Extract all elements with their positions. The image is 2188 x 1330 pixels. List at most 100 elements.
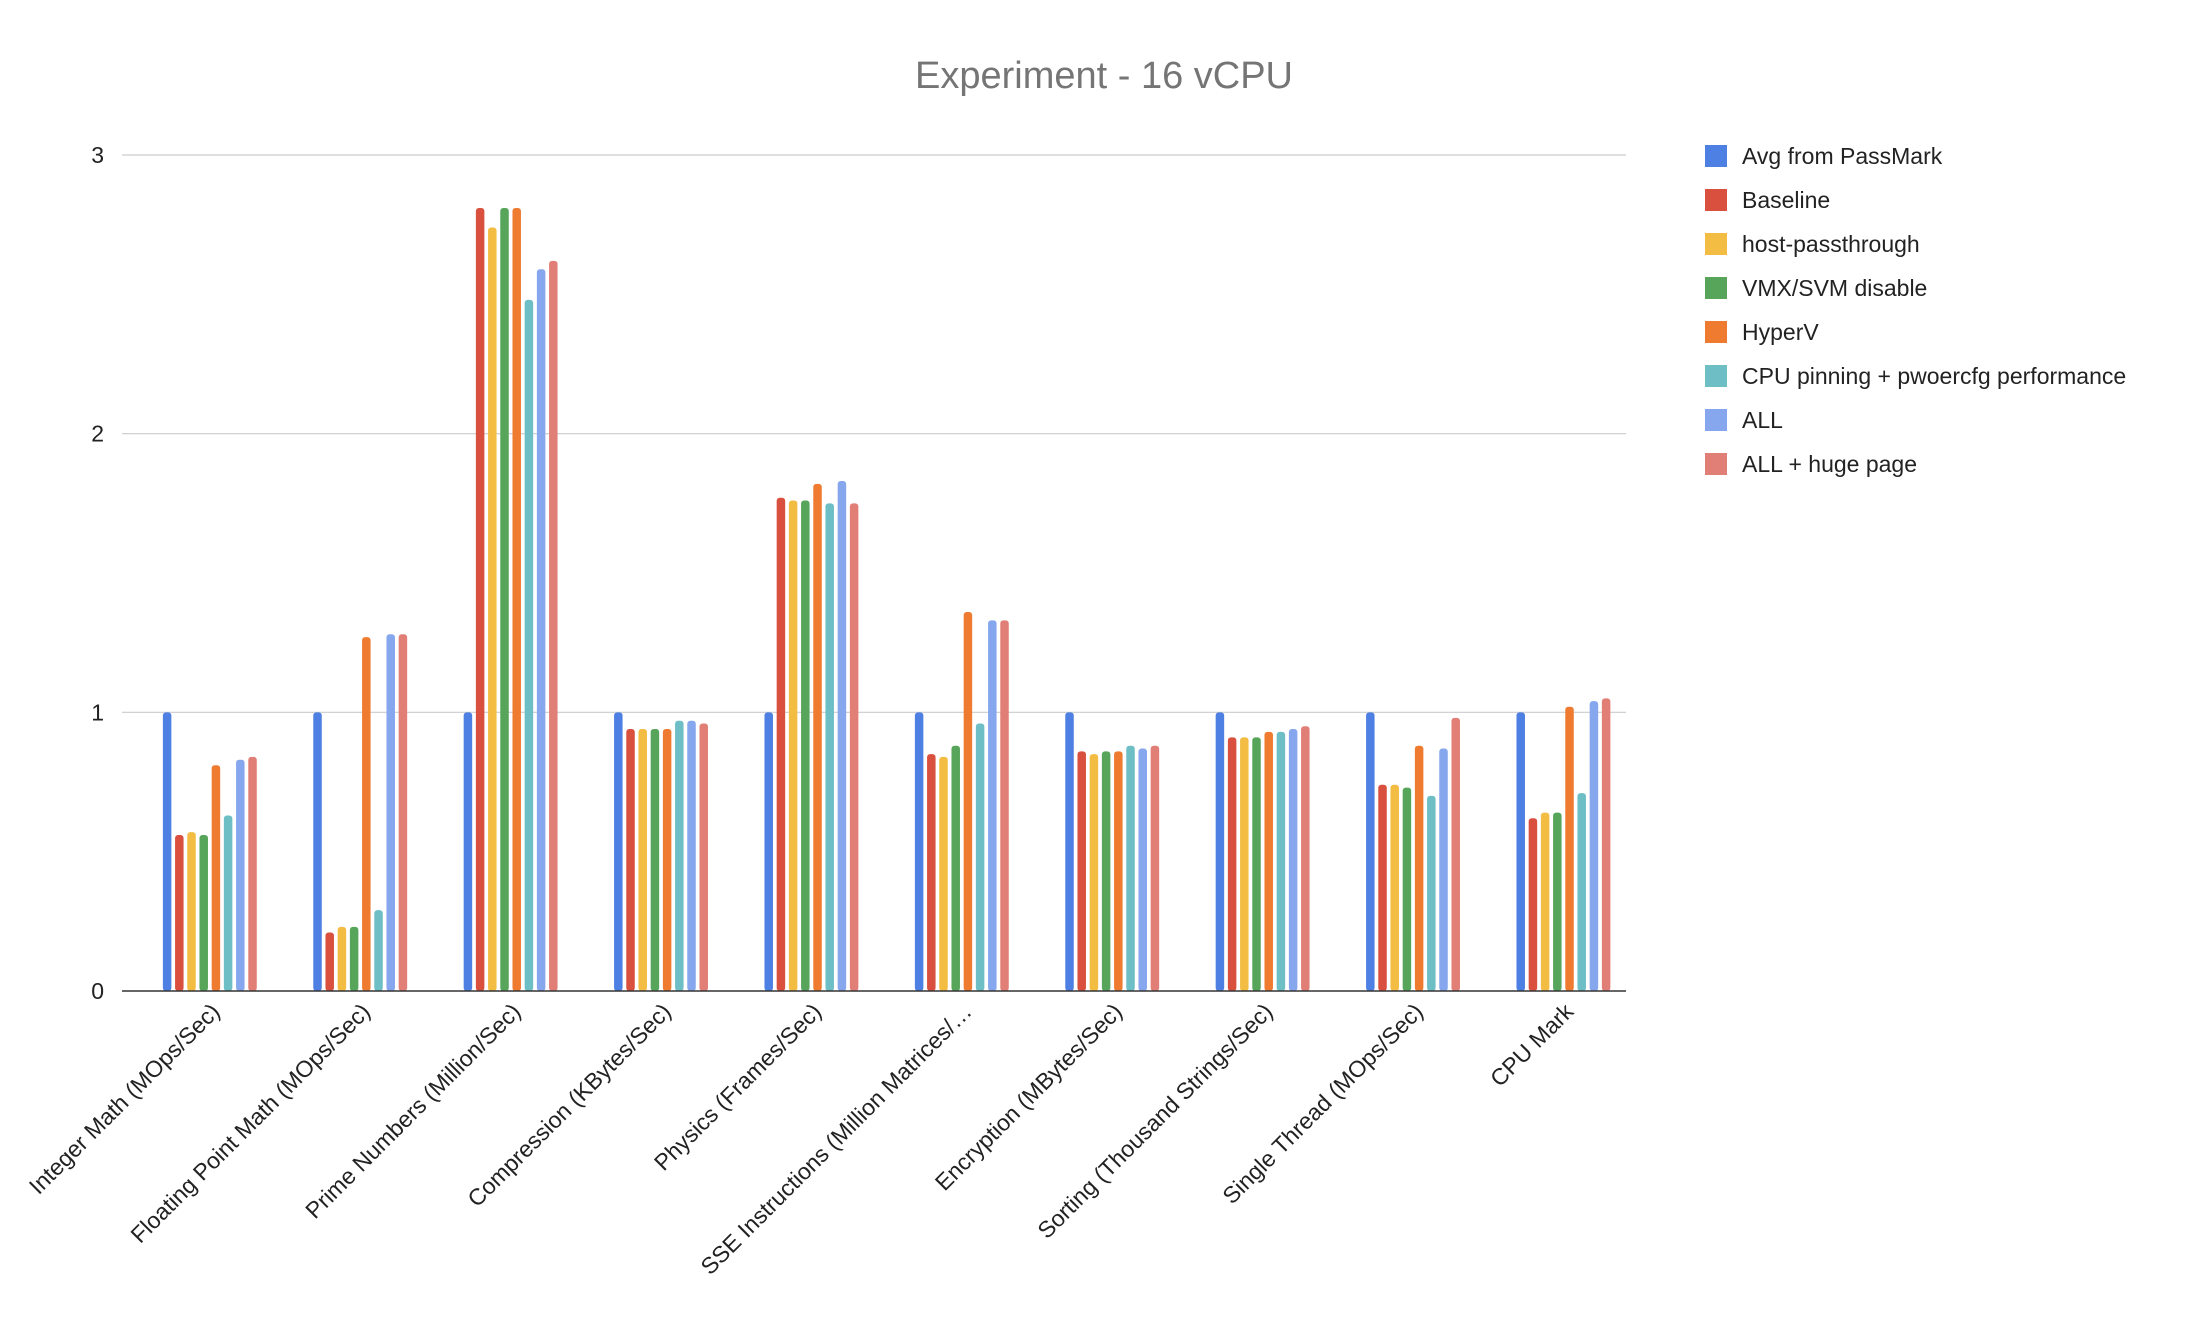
bar [223,815,233,991]
bar [175,834,184,991]
bar [313,712,322,991]
bar [1288,729,1298,991]
bar [1089,754,1099,991]
bar [662,729,672,991]
bar [199,834,208,991]
y-tick-label: 0 [91,978,104,1004]
gridlines [122,154,1626,713]
bar [162,712,172,991]
legend-swatch [1705,277,1727,299]
bar [1114,751,1123,991]
bar [650,729,660,991]
bar [386,634,395,991]
x-tick-label: CPU Mark [1485,998,1579,1092]
bar [813,483,822,991]
bar [1589,701,1599,991]
bar [248,756,257,991]
bar [1065,712,1074,991]
bar [675,720,684,991]
bar [1301,726,1310,991]
legend-label: Baseline [1742,187,1830,213]
bar [1565,706,1574,991]
legend-swatch [1705,145,1727,167]
bar [975,723,985,991]
y-tick-label: 1 [91,699,104,725]
bar [1414,745,1424,991]
bar [524,299,534,991]
bar [1378,784,1387,991]
bar [626,729,635,991]
bar [837,481,847,991]
bar [1366,712,1375,991]
legend-swatch [1705,453,1727,475]
bar [211,765,221,991]
bar [1215,712,1225,991]
legend-label: ALL + huge page [1742,451,1917,477]
bar [349,926,359,991]
bar [988,620,997,991]
bar [1077,751,1086,991]
bars [162,207,1611,992]
bar [614,712,623,991]
bar [1101,751,1111,991]
bar [939,756,948,991]
bar [776,497,786,991]
bar [687,720,696,991]
bar [1601,698,1611,991]
x-tick-label: Sorting (Thousand Strings/Sec) [1032,998,1277,1243]
bar [187,832,196,991]
bar [1402,787,1412,991]
bar [1528,818,1538,991]
bar [475,207,485,992]
bar [325,932,334,991]
bar [1240,737,1249,991]
bar [1427,795,1436,991]
x-tick-label: Floating Point Math (MOps/Sec) [125,998,375,1248]
x-tick-label: SSE Instructions (Million Matrices/… [695,998,976,1279]
y-axis: 0 1 2 3 [91,142,104,1004]
legend: Avg from PassMark Baseline host-passthroug… [1705,143,2126,477]
bar [1264,731,1273,991]
x-axis: Integer Math (MOps/Sec)Floating Point Ma… [24,998,1579,1280]
legend-label: CPU pinning + pwoercfg performance [1742,363,2126,389]
bar [699,723,708,991]
bar [1227,737,1237,991]
legend-label: ALL [1742,407,1783,433]
bar [1276,731,1286,991]
bar [1451,717,1460,991]
bar [398,634,408,991]
legend-swatch [1705,321,1727,343]
bar [963,612,973,991]
legend-label: VMX/SVM disable [1742,275,1927,301]
bar [549,260,558,992]
chart-title: Experiment - 16 vCPU [915,55,1293,97]
bar [1138,748,1147,991]
bar [849,503,859,991]
bar [1126,745,1135,991]
bar [788,500,798,991]
bar [825,503,834,991]
bar [236,759,245,991]
bar [1000,620,1009,991]
x-tick-label: Physics (Frames/Sec) [649,998,826,1175]
bar [1553,812,1562,991]
legend-swatch [1705,233,1727,255]
legend-swatch [1705,409,1727,431]
y-tick-label: 3 [91,142,104,168]
y-tick-label: 2 [91,421,104,447]
bar [1516,712,1525,991]
bar [337,926,347,991]
bar [362,637,371,991]
bar [1439,748,1448,991]
bar [951,745,960,991]
bar [1390,784,1399,991]
bar [1577,793,1586,991]
bar [536,269,546,992]
bar [512,207,521,992]
bar [927,754,936,991]
legend-label: HyperV [1742,319,1819,345]
legend-label: host-passthrough [1742,231,1920,257]
bar [463,712,473,991]
legend-swatch [1705,189,1727,211]
